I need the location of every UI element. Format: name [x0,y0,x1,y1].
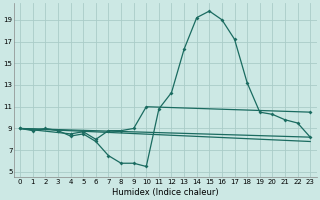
X-axis label: Humidex (Indice chaleur): Humidex (Indice chaleur) [112,188,219,197]
